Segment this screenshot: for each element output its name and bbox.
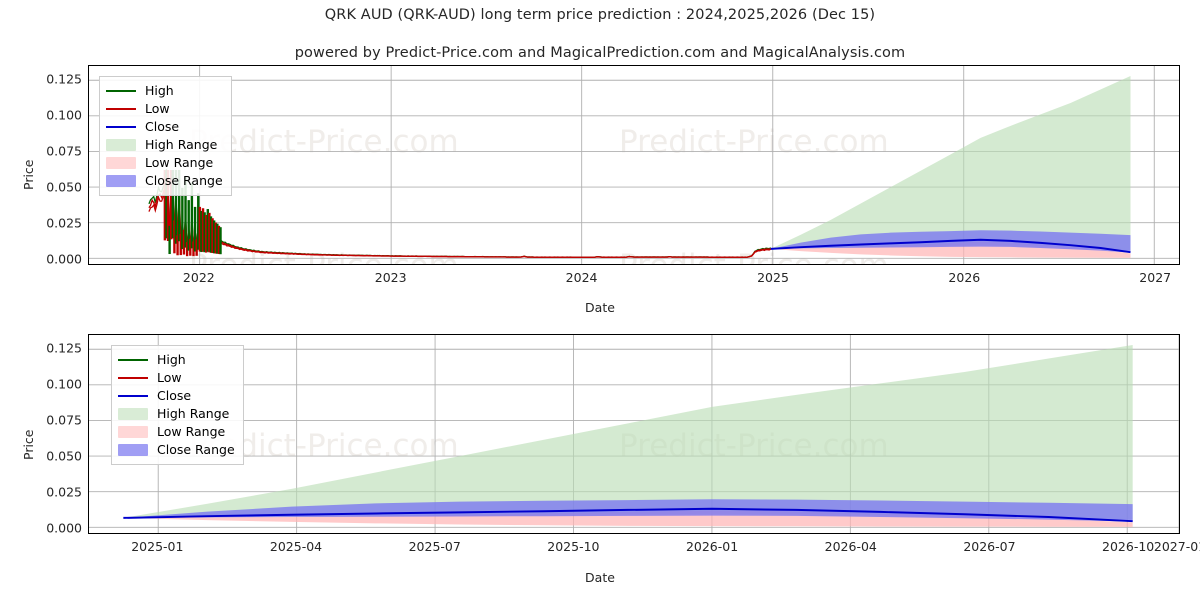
legend-item-low-range: Low Range: [106, 154, 223, 172]
legend-label: Close Range: [145, 172, 223, 188]
legend-item-high: High: [118, 351, 235, 369]
chart-panel-top: Predict-Price.com Predict-Price.com Pred…: [88, 65, 1180, 265]
y-tick-label: 0.025: [46, 484, 82, 500]
y-tick-label: 0.000: [46, 520, 82, 536]
chart-panel-bottom: Predict-Price.com Predict-Price.com High…: [88, 334, 1180, 534]
close-line: [148, 178, 771, 258]
y-tick-label: 0.125: [46, 71, 82, 87]
legend-item-high-range: High Range: [106, 136, 223, 154]
legend-swatch-line-icon: [106, 121, 136, 133]
legend-label: Close Range: [157, 441, 235, 457]
x-tick-label: 2022: [182, 270, 215, 285]
legend-swatch-line-icon: [106, 85, 136, 97]
legend-label: High: [145, 82, 174, 98]
legend-item-close-range: Close Range: [106, 172, 223, 190]
y-tick-label: 0.050: [46, 448, 82, 464]
chart-svg-bottom: [89, 335, 1179, 533]
y-tick-label: 0.000: [46, 251, 82, 267]
legend-label: Close: [145, 118, 180, 134]
high-line: [148, 169, 772, 258]
x-tick-label: 2026-04: [824, 539, 877, 554]
x-tick-label: 2025-01: [131, 539, 184, 554]
legend-bottom: High Low Close High Range Low Range Close Ran…: [111, 345, 244, 465]
chart-svg-top: [89, 66, 1179, 264]
legend-top: High Low Close High Range Low Range Close Ran…: [99, 76, 232, 196]
close-forecast-line: [770, 238, 1131, 254]
legend-label: Low: [157, 369, 182, 385]
x-tick-label: 2026: [948, 270, 981, 285]
x-axis-label-bottom: Date: [585, 570, 615, 585]
x-tick-label: 2025-07: [408, 539, 461, 554]
legend-item-close: Close: [118, 387, 235, 405]
legend-item-low-range: Low Range: [118, 423, 235, 441]
legend-item-high: High: [106, 82, 223, 100]
x-tick-label: 2023: [374, 270, 407, 285]
plot-area-bottom: Predict-Price.com Predict-Price.com High…: [88, 334, 1180, 534]
legend-swatch-fill-icon: [106, 139, 136, 151]
close-forecast-line: [123, 507, 1133, 523]
y-tick-label: 0.050: [46, 179, 82, 195]
y-tick-label: 0.100: [46, 376, 82, 392]
y-axis-ticks-bottom: 0.000 0.025 0.050 0.075 0.100 0.125: [8, 334, 82, 536]
page-subtitle: powered by Predict-Price.com and Magical…: [294, 45, 906, 61]
high-range-band: [123, 344, 1133, 520]
legend-swatch-fill-icon: [106, 157, 136, 169]
close-history-series: [148, 178, 771, 258]
legend-swatch-fill-icon: [118, 444, 148, 456]
legend-swatch-fill-icon: [106, 175, 136, 187]
x-tick-label: 2024: [565, 270, 598, 285]
legend-label: High Range: [145, 136, 218, 152]
legend-item-close-range: Close Range: [118, 441, 235, 459]
legend-swatch-fill-icon: [118, 408, 148, 420]
legend-swatch-line-icon: [118, 390, 148, 402]
legend-item-high-range: High Range: [118, 405, 235, 423]
legend-label: High: [157, 351, 186, 367]
x-axis-ticks-top: 2022 2023 2024 2025 2026 2027: [88, 270, 1180, 290]
y-tick-label: 0.100: [46, 107, 82, 123]
x-tick-label: 2027-01: [1153, 539, 1200, 554]
page-title: QRK AUD (QRK-AUD) long term price predic…: [324, 7, 876, 23]
legend-label: Low: [145, 100, 170, 116]
y-tick-label: 0.075: [46, 412, 82, 428]
legend-swatch-fill-icon: [118, 426, 148, 438]
legend-swatch-line-icon: [106, 103, 136, 115]
legend-item-close: Close: [106, 118, 223, 136]
x-tick-label: 2025-04: [269, 539, 323, 554]
x-axis-label-top: Date: [585, 300, 615, 315]
low-line: [148, 181, 772, 259]
y-axis-ticks-top: 0.000 0.025 0.050 0.075 0.100 0.125: [8, 65, 82, 267]
y-tick-label: 0.025: [46, 215, 82, 231]
legend-swatch-line-icon: [118, 372, 148, 384]
legend-label: Low Range: [157, 423, 226, 439]
y-tick-label: 0.075: [46, 143, 82, 159]
x-tick-label: 2025-10: [547, 539, 600, 554]
high-range-band: [770, 75, 1131, 251]
high-history-series: [148, 169, 772, 258]
plot-area-top: Predict-Price.com Predict-Price.com Pred…: [88, 65, 1180, 265]
low-history-series: [148, 181, 772, 259]
x-axis-ticks-bottom: 2025-01 2025-04 2025-07 2025-10 2026-01 2026-…: [88, 539, 1200, 559]
x-tick-label: 2027: [1139, 270, 1172, 285]
x-tick-label: 2026-01: [685, 539, 739, 554]
x-tick-label: 2025: [757, 270, 789, 285]
x-tick-label: 2026-07: [963, 539, 1016, 554]
legend-item-low: Low: [106, 100, 223, 118]
legend-swatch-line-icon: [118, 354, 148, 366]
x-tick-label: 2026-10: [1102, 539, 1155, 554]
y-tick-label: 0.125: [46, 340, 82, 356]
legend-label: Low Range: [145, 154, 214, 170]
legend-item-low: Low: [118, 369, 235, 387]
legend-label: High Range: [157, 405, 230, 421]
legend-label: Close: [157, 387, 192, 403]
